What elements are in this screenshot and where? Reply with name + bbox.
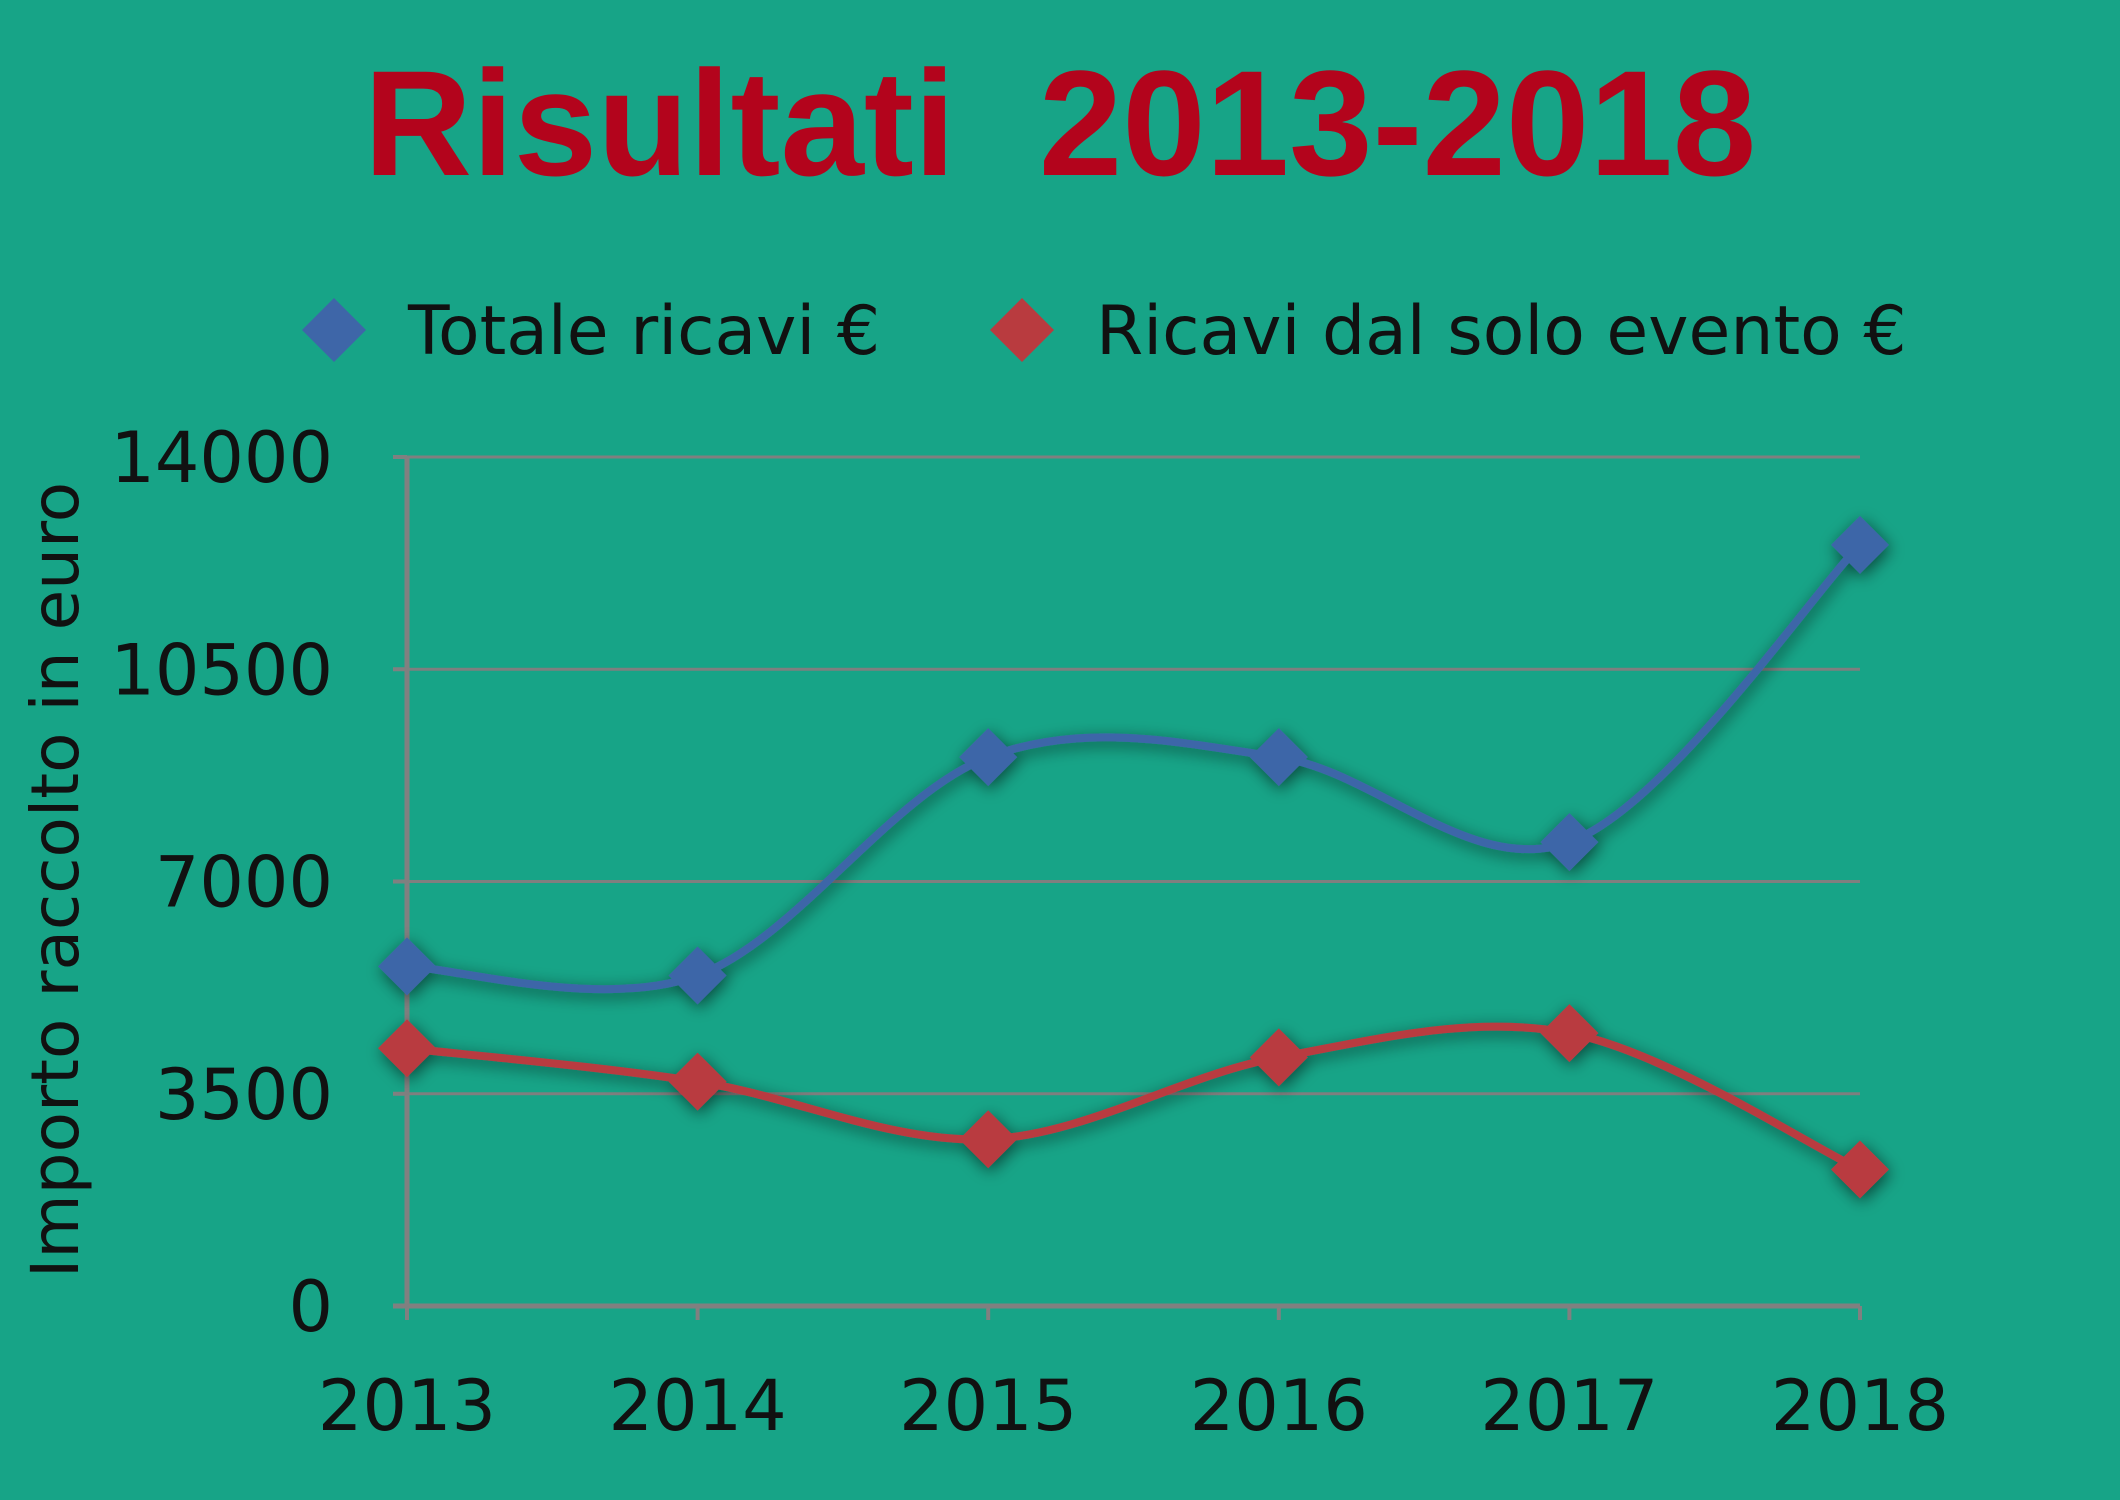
x-tick-label: 2017	[1480, 1365, 1658, 1447]
data-point-marker	[668, 946, 727, 1005]
x-tick-label: 2013	[318, 1365, 496, 1447]
legend-item: Totale ricavi €	[302, 292, 880, 371]
series-line	[403, 1022, 1864, 1174]
legend-marker	[302, 298, 366, 362]
series-line	[403, 540, 1864, 994]
y-tick-label: 14000	[110, 417, 333, 499]
y-tick-label: 7000	[155, 842, 333, 924]
gridlines	[407, 455, 1860, 1096]
series-2	[378, 1004, 1889, 1199]
data-point-marker	[959, 1110, 1018, 1169]
x-axis-ticks: 2013 2014 2015 2016 2017 2018	[318, 1306, 1949, 1447]
series-1	[378, 515, 1889, 1005]
data-point-marker	[1249, 1028, 1308, 1087]
data-point-marker	[378, 1019, 436, 1078]
legend: Totale ricavi € Ricavi dal solo evento €	[302, 292, 1907, 371]
data-point-marker	[1249, 728, 1308, 787]
data-point-marker	[1540, 1004, 1599, 1063]
x-tick-label: 2016	[1190, 1365, 1368, 1447]
y-tick-label: 0	[288, 1266, 333, 1348]
legend-label: Totale ricavi €	[407, 292, 880, 371]
y-tick-label: 10500	[110, 629, 333, 711]
data-point-marker	[378, 937, 436, 996]
legend-item: Ricavi dal solo evento €	[990, 292, 1907, 371]
data-point-marker	[668, 1052, 727, 1111]
data-point-marker	[1540, 813, 1599, 872]
y-axis-label: Importo raccolto in euro	[17, 482, 94, 1278]
legend-marker	[990, 298, 1054, 362]
y-axis-ticks: 0 3500 7000 10500 14000	[110, 417, 407, 1348]
y-tick-label: 3500	[155, 1054, 333, 1136]
x-tick-label: 2018	[1771, 1365, 1949, 1447]
data-point-marker	[959, 728, 1018, 787]
x-tick-label: 2015	[899, 1365, 1077, 1447]
series	[378, 515, 1889, 1199]
data-point-marker	[1831, 515, 1889, 574]
x-tick-label: 2014	[609, 1365, 787, 1447]
data-point-marker	[1831, 1140, 1889, 1199]
chart-title: Risultati 2013-2018	[364, 39, 1756, 207]
legend-label: Ricavi dal solo evento €	[1096, 292, 1907, 371]
